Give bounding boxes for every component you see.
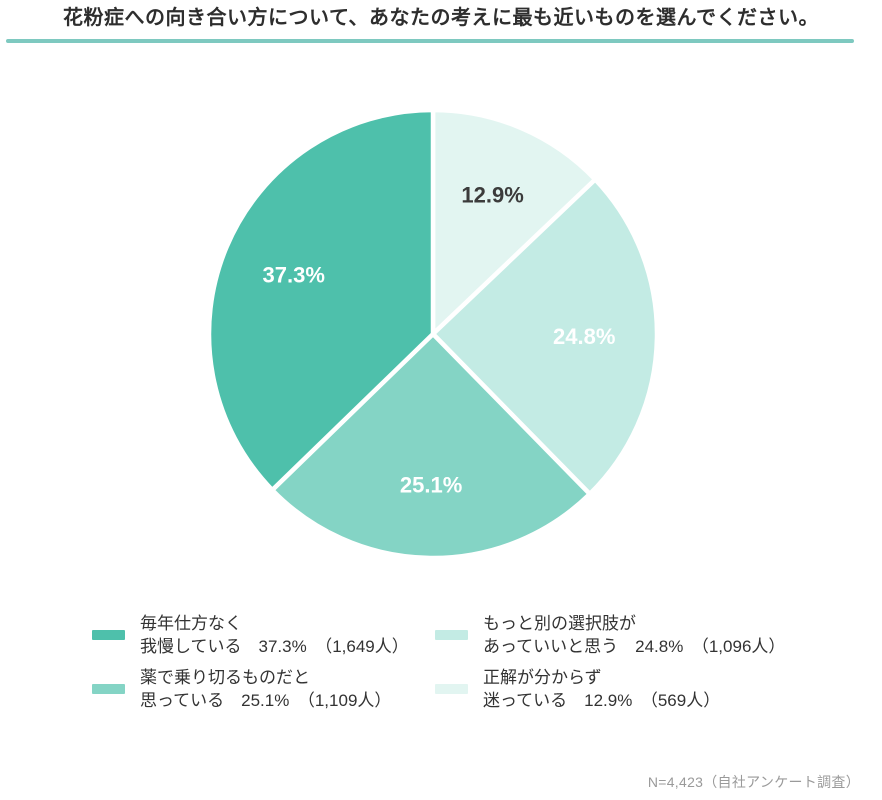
pie-slice bbox=[430, 107, 599, 340]
legend-line1: 正解が分からず bbox=[483, 668, 602, 687]
page-title: 花粉症への向き合い方について、あなたの考えに最も近いものを選んでください。 bbox=[63, 7, 819, 29]
legend-line1: もっと別の選択肢が bbox=[483, 614, 636, 633]
pie-slice-label: 37.3% bbox=[263, 263, 325, 288]
pie-slice bbox=[206, 107, 436, 494]
legend-label: 毎年仕方なく 我慢している 37.3% （1,649人） bbox=[140, 612, 409, 658]
pie-slice bbox=[269, 330, 593, 561]
sample-size-note: N=4,423（自社アンケート調査） bbox=[647, 774, 860, 790]
legend-item-mayotteiru: 正解が分からず 迷っている 12.9% （569人） bbox=[435, 666, 785, 712]
legend-label: もっと別の選択肢が あっていいと思う 24.8% （1,096人） bbox=[483, 612, 785, 658]
legend-swatch bbox=[435, 684, 468, 694]
legend-line1: 薬で乗り切るものだと bbox=[140, 668, 310, 687]
legend-label: 薬で乗り切るものだと 思っている 25.1% （1,109人） bbox=[140, 666, 391, 712]
legend-label: 正解が分からず 迷っている 12.9% （569人） bbox=[483, 666, 720, 712]
legend-line2: あっていいと思う 24.8% （1,096人） bbox=[483, 637, 786, 656]
legend-line2: 迷っている 12.9% （569人） bbox=[483, 691, 721, 710]
legend-line1: 毎年仕方なく bbox=[140, 614, 242, 633]
legend-item-sentakushi: もっと別の選択肢が あっていいと思う 24.8% （1,096人） bbox=[435, 612, 785, 658]
legend-swatch bbox=[92, 630, 125, 640]
pie-slice-label: 24.8% bbox=[553, 324, 615, 349]
title-underline bbox=[6, 39, 854, 43]
pie-chart: 12.9% 24.8% 25.1% 37.3% bbox=[206, 107, 660, 561]
pie-slice-label: 12.9% bbox=[461, 183, 523, 208]
pie-slice bbox=[429, 176, 660, 498]
legend-item-gaman: 毎年仕方なく 我慢している 37.3% （1,649人） bbox=[92, 612, 435, 658]
legend-line2: 思っている 25.1% （1,109人） bbox=[140, 691, 392, 710]
legend-item-kusuri: 薬で乗り切るものだと 思っている 25.1% （1,109人） bbox=[92, 666, 435, 712]
pie-slice-label: 25.1% bbox=[400, 473, 462, 498]
legend-swatch bbox=[92, 684, 125, 694]
legend-swatch bbox=[435, 630, 468, 640]
legend-line2: 我慢している 37.3% （1,649人） bbox=[140, 637, 409, 656]
legend: 毎年仕方なく 我慢している 37.3% （1,649人） もっと別の選択肢が あ… bbox=[92, 612, 785, 712]
